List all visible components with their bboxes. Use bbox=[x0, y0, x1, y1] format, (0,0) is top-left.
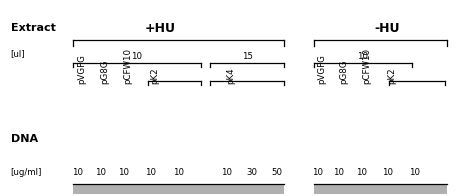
Text: pK2: pK2 bbox=[387, 68, 396, 84]
Text: DNA: DNA bbox=[11, 134, 38, 144]
Text: pK4: pK4 bbox=[226, 68, 236, 84]
Text: 10: 10 bbox=[334, 168, 344, 177]
Text: pK2: pK2 bbox=[151, 68, 160, 84]
Text: 10: 10 bbox=[356, 168, 367, 177]
Text: 10: 10 bbox=[221, 168, 232, 177]
Text: 10: 10 bbox=[72, 168, 83, 177]
Text: pVGFG: pVGFG bbox=[317, 55, 326, 84]
Text: -HU: -HU bbox=[374, 22, 400, 35]
Text: 10: 10 bbox=[409, 168, 420, 177]
Text: pCFW10: pCFW10 bbox=[362, 48, 371, 84]
Text: 10: 10 bbox=[145, 168, 156, 177]
Text: 10: 10 bbox=[118, 168, 128, 177]
Text: 10: 10 bbox=[312, 168, 323, 177]
Bar bbox=[73, 184, 284, 194]
Text: 10: 10 bbox=[131, 52, 142, 61]
Text: pG8G: pG8G bbox=[339, 60, 348, 84]
Bar bbox=[314, 184, 447, 194]
Text: pVGFG: pVGFG bbox=[77, 55, 86, 84]
Text: 10: 10 bbox=[173, 168, 184, 177]
Text: 10: 10 bbox=[382, 168, 393, 177]
Text: [ul]: [ul] bbox=[11, 49, 25, 58]
Text: Extract: Extract bbox=[11, 24, 55, 34]
Text: 30: 30 bbox=[246, 168, 257, 177]
Text: pCFW10: pCFW10 bbox=[123, 48, 132, 84]
Text: 15: 15 bbox=[242, 52, 253, 61]
Text: 10: 10 bbox=[357, 52, 368, 61]
Text: +HU: +HU bbox=[144, 22, 175, 35]
Text: 10: 10 bbox=[95, 168, 106, 177]
Text: pG8G: pG8G bbox=[100, 60, 109, 84]
Text: 50: 50 bbox=[271, 168, 282, 177]
Text: [ug/ml]: [ug/ml] bbox=[11, 168, 42, 177]
